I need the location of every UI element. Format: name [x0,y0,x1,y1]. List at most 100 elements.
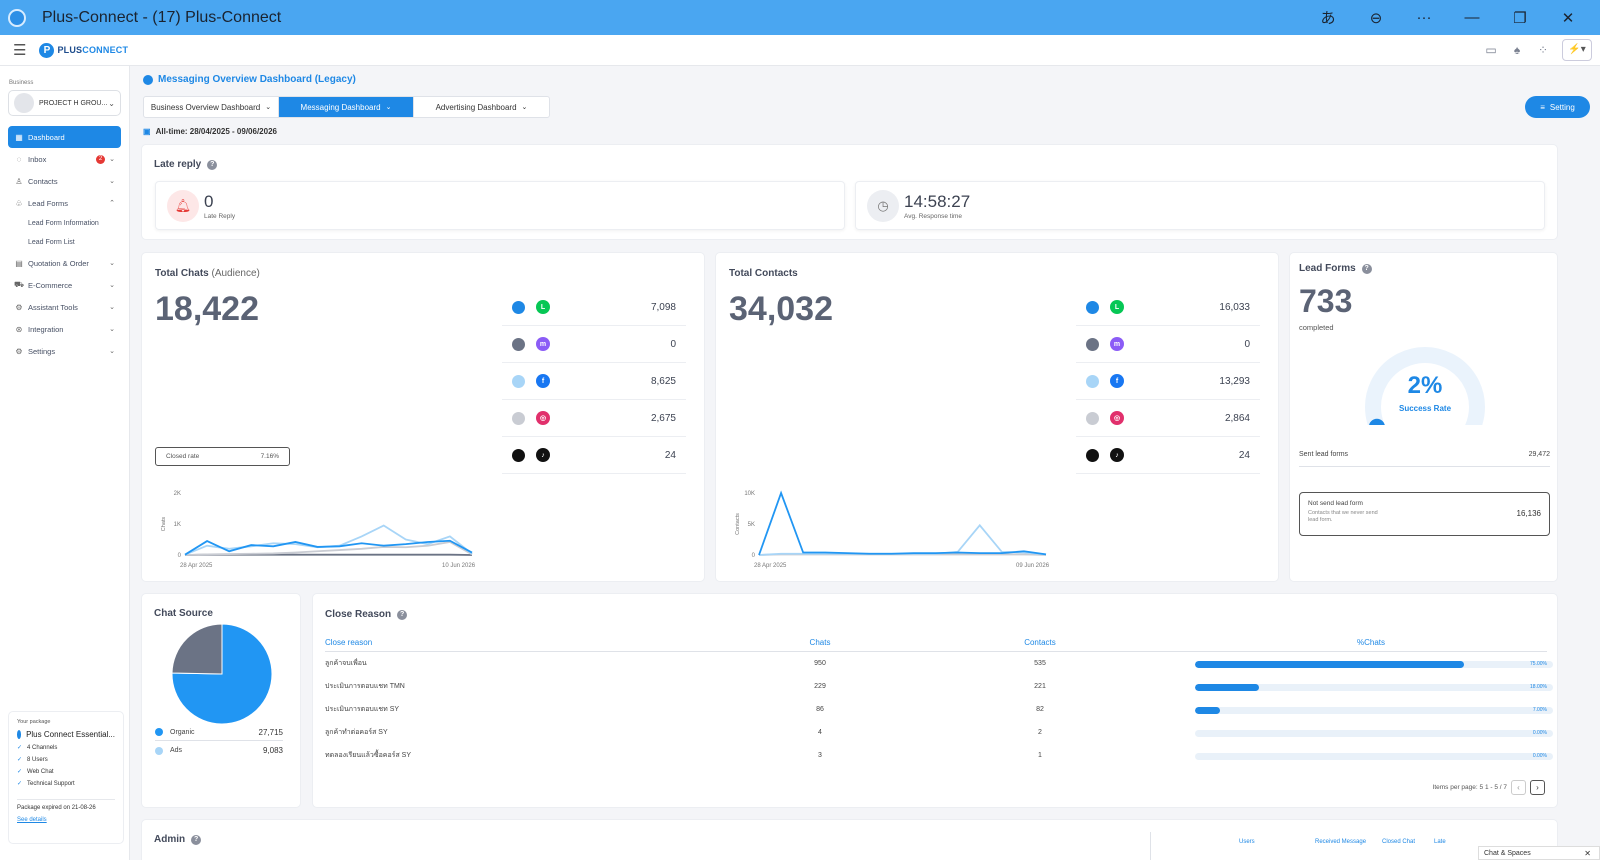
sidebar-subitem-lead-form-information[interactable]: Lead Form Information [28,220,99,227]
contacts-cell: 535 [1034,660,1046,667]
see-details-link[interactable]: See details [17,817,47,823]
more-icon[interactable]: ··· [1416,9,1432,26]
legend-value: 9,083 [262,746,283,755]
chat-spaces-panel[interactable]: Chat & Spaces ✕ [1478,846,1600,860]
channel-value: 2,675 [650,412,676,424]
channel-value: 0 [1244,338,1250,350]
contacts-cell: 82 [1036,706,1044,713]
plusconnect-logo[interactable]: P PLUSCONNECT [39,42,129,58]
column-header-chats[interactable]: Chats [809,638,831,647]
admin-header-users[interactable]: Users [1239,839,1255,845]
chevron-down-icon: ⌄ [109,282,115,289]
close-icon[interactable]: ✕ [1584,848,1591,858]
channel-value: 0 [670,338,676,350]
profile-menu-button[interactable]: ⚡▾ [1562,39,1592,61]
sidebar-item-assistant-tools[interactable]: ⚙ Assistant Tools ⌄ [8,296,121,318]
next-page-button[interactable]: › [1530,780,1545,795]
sidebar-item-lead-forms[interactable]: ♧ Lead Forms ⌃ [8,192,121,214]
page-title-text: Messaging Overview Dashboard (Legacy) [158,74,356,85]
bell-icon[interactable]: ♠ [1513,43,1521,57]
sidebar-item-contacts[interactable]: ♙ Contacts ⌄ [8,170,121,192]
close-reason-table: Close reason Chats Contacts %Chats ลูกค้… [325,634,1553,767]
tab-messaging[interactable]: Messaging Dashboard ⌄ [279,97,414,117]
sidebar-subitem-lead-form-list[interactable]: Lead Form List [28,239,75,246]
admin-card: Admin? Users Received Message Closed Cha… [141,819,1558,860]
prev-page-button[interactable]: ‹ [1511,780,1526,795]
package-label: Your package [17,719,51,725]
channel-row: L 7,098 [502,289,686,326]
sidebar-item-label: Dashboard [28,132,65,142]
help-icon[interactable]: ? [191,834,202,845]
pie-slice-ads[interactable] [171,623,223,675]
tab-business-overview[interactable]: Business Overview Dashboard ⌄ [144,97,279,117]
progress-bar-fill [1195,683,1260,691]
business-name: PROJECT H GROU... [39,99,108,107]
help-icon[interactable]: ? [397,609,408,620]
chat-source-pie-chart [171,623,273,725]
close-button[interactable]: ✕ [1561,9,1575,27]
setting-button[interactable]: ≡ Setting [1525,96,1590,118]
gauge-label: Success Rate [1398,404,1452,413]
apps-grid-icon[interactable]: ⁘ [1537,43,1549,57]
tools-icon: ⚙ [15,302,23,312]
translate-icon[interactable]: あ [1320,10,1336,27]
column-header-pct[interactable]: %Chats [1356,638,1385,647]
date-range: ▣ All-time: 28/04/2025 - 09/06/2026 [143,127,277,136]
business-select[interactable]: PROJECT H GROU... ⌄ [8,90,121,116]
sidebar-item-quotation-order[interactable]: ▤ Quotation & Order ⌄ [8,252,121,274]
y-axis-title: Contacts [735,513,741,535]
chevron-down-icon: ⌄ [109,326,115,333]
channel-row: L 16,033 [1076,289,1260,326]
pct-label: 75.00% [1530,660,1547,667]
window-titlebar: Plus-Connect - (17) Plus-Connect あ ⊖ ···… [0,0,1600,35]
chat-icon[interactable]: ▭ [1485,43,1497,57]
y-tick-label: 5K [748,522,755,528]
table-header: Close reason Chats Contacts %Chats [325,634,1547,652]
sidebar-item-settings[interactable]: ⚙ Settings ⌄ [8,340,121,362]
zoom-icon[interactable]: ⊖ [1369,9,1383,27]
y-tick-label: 0 [752,553,756,559]
table-row: ประเมินการตอบแชท SY 86 82 7.00% [325,698,1553,721]
sidebar-item-label: Assistant Tools [28,302,78,312]
hamburger-menu-icon[interactable]: ☰ [13,42,27,59]
x-tick-label: 28 Apr 2025 [180,563,213,569]
channel-value: 7,098 [650,301,676,313]
help-icon[interactable]: ? [1361,263,1372,274]
help-icon[interactable]: ? [207,159,218,170]
legend-value: 27,715 [258,727,283,737]
channel-value: 16,033 [1219,301,1250,313]
column-header-reason[interactable]: Close reason [325,638,373,647]
minimize-button[interactable]: — [1464,9,1480,26]
tab-label: Advertising Dashboard [435,102,517,112]
admin-header-closed-chat[interactable]: Closed Chat [1382,839,1416,845]
channel-row: ♪ 24 [1076,437,1260,474]
chats-cell: 950 [814,660,826,667]
package-feature: 8 Users [27,757,48,763]
column-header-contacts[interactable]: Contacts [1024,638,1056,647]
series-line [184,541,473,556]
clock-icon: ◷ [867,190,899,222]
logo-text-connect: CONNECT [82,45,129,55]
chats-cell: 86 [816,706,824,713]
sidebar-item-label: Lead Forms [28,198,69,208]
sidebar-item-inbox[interactable]: ◌ Inbox 2 ⌄ [8,148,121,170]
avg-response-label: Avg. Response time [904,213,963,220]
legend-dot-organic [155,728,163,736]
pct-label: 7.00% [1532,706,1547,713]
admin-header-late[interactable]: Late [1434,839,1446,845]
restore-button[interactable]: ❐ [1513,9,1527,27]
admin-header-received[interactable]: Received Message [1315,839,1367,845]
items-per-page-select[interactable]: 5 [1479,784,1484,791]
dashboard-icon [143,74,153,85]
late-reply-title: Late reply [154,159,202,170]
chat-icon: ◌ [16,154,22,164]
late-reply-value: 0 [204,192,214,211]
sidebar-item-integration[interactable]: ⊛ Integration ⌄ [8,318,121,340]
pie-slice-organic[interactable] [171,623,273,725]
sidebar-item-ecommerce[interactable]: ⛟ E-Commerce ⌄ [8,274,121,296]
sidebar-item-dashboard[interactable]: ▦ Dashboard [8,126,121,148]
tab-advertising[interactable]: Advertising Dashboard ⌄ [414,97,549,117]
contacts-cell: 1 [1038,752,1042,759]
total-chats-suffix: (Audience) [211,268,260,279]
